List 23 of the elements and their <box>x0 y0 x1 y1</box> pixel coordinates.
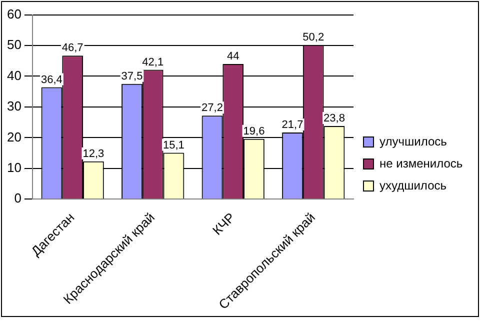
y-tick-label: 50 <box>6 37 22 52</box>
y-tick-label: 20 <box>6 129 22 144</box>
y-tick-label: 0 <box>14 190 22 206</box>
data-label: 27,2 <box>202 102 223 114</box>
legend-label: улучшилось <box>380 134 447 148</box>
data-label: 37,5 <box>121 70 143 82</box>
y-tick-label: 30 <box>6 98 22 114</box>
data-label: 44 <box>226 50 240 62</box>
data-label: 50,2 <box>302 31 324 44</box>
data-label: 15,1 <box>163 139 184 152</box>
x-tick-label: КЧР <box>210 210 238 238</box>
data-label: 12,3 <box>82 148 104 160</box>
y-tick-label: 40 <box>6 68 22 83</box>
data-label: 42,1 <box>142 56 164 68</box>
data-label: 36,4 <box>41 74 62 86</box>
data-label: 23,8 <box>324 112 345 125</box>
legend-label: не изменилось <box>380 156 463 170</box>
y-tick-label: 60 <box>6 6 22 22</box>
data-label: 21,7 <box>282 119 304 131</box>
data-label: 46,7 <box>62 42 84 54</box>
legend-label: ухудшилось <box>380 178 446 192</box>
y-tick-label: 10 <box>6 160 22 175</box>
data-label: 19,6 <box>243 125 265 138</box>
